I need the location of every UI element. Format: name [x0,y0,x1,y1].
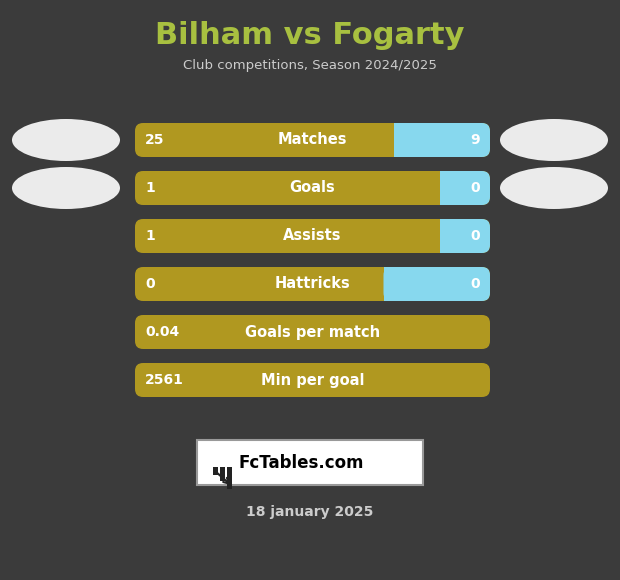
FancyBboxPatch shape [440,171,456,205]
FancyBboxPatch shape [440,219,456,253]
Ellipse shape [12,167,120,209]
Text: 2561: 2561 [145,373,184,387]
FancyBboxPatch shape [440,171,490,205]
FancyBboxPatch shape [220,467,225,481]
FancyBboxPatch shape [135,267,490,301]
Text: 0: 0 [145,277,154,291]
Text: Bilham vs Fogarty: Bilham vs Fogarty [155,20,465,49]
Text: 0.04: 0.04 [145,325,179,339]
Text: FcTables.com: FcTables.com [238,454,363,472]
Text: Goals per match: Goals per match [245,324,380,339]
Text: Goals: Goals [290,180,335,195]
FancyBboxPatch shape [227,467,232,489]
FancyBboxPatch shape [135,219,490,253]
FancyBboxPatch shape [440,219,490,253]
Ellipse shape [500,119,608,161]
Ellipse shape [12,119,120,161]
Text: Matches: Matches [278,132,347,147]
Text: 0: 0 [471,229,480,243]
Ellipse shape [500,167,608,209]
FancyBboxPatch shape [135,123,490,157]
FancyBboxPatch shape [135,363,490,397]
Text: Club competitions, Season 2024/2025: Club competitions, Season 2024/2025 [183,59,437,71]
Text: 9: 9 [471,133,480,147]
Text: Hattricks: Hattricks [275,277,350,292]
Text: 25: 25 [145,133,164,147]
Text: Min per goal: Min per goal [261,372,365,387]
FancyBboxPatch shape [394,123,490,157]
Text: 18 january 2025: 18 january 2025 [246,505,374,519]
Text: 0: 0 [471,181,480,195]
Text: 1: 1 [145,229,155,243]
FancyBboxPatch shape [135,171,490,205]
FancyBboxPatch shape [384,267,399,301]
Text: 0: 0 [471,277,480,291]
FancyBboxPatch shape [135,315,490,349]
Text: 1: 1 [145,181,155,195]
FancyBboxPatch shape [197,440,423,485]
Text: Assists: Assists [283,229,342,244]
FancyBboxPatch shape [213,467,218,475]
FancyBboxPatch shape [394,123,410,157]
FancyBboxPatch shape [384,267,490,301]
